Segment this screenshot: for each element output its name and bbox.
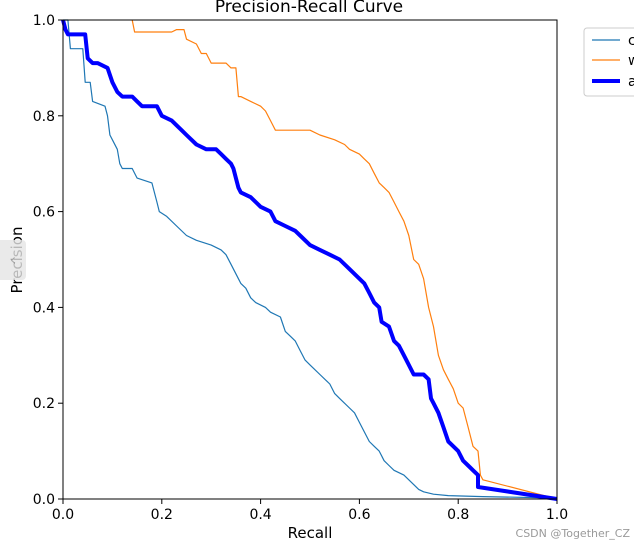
series-line-c: [63, 19, 558, 499]
x-tick-label: 0.0: [52, 507, 74, 523]
plot-frame: [62, 19, 558, 500]
y-axis: 0.0 0.2 0.4 0.6 0.8 1.0: [33, 13, 63, 508]
y-tick-label: 1.0: [33, 13, 55, 29]
y-tick-label: 0.2: [33, 396, 55, 412]
x-axis-label: Recall: [288, 524, 333, 542]
x-tick-label: 0.2: [151, 507, 173, 523]
y-tick-label: 0.4: [33, 300, 55, 316]
watermark: CSDN @Together_CZ: [515, 527, 630, 540]
legend-label-w: w: [628, 53, 634, 69]
y-tick-label: 0.0: [33, 492, 55, 508]
x-tick-label: 0.8: [447, 507, 469, 523]
y-tick-label: 0.8: [33, 109, 55, 125]
x-tick-label: 0.4: [249, 507, 271, 523]
legend-label-c: c: [628, 33, 634, 49]
legend-box: [583, 27, 634, 97]
chart-title: Precision-Recall Curve: [215, 0, 403, 17]
side-collapse-handle[interactable]: ‹: [0, 240, 26, 280]
series-layer: [61, 19, 558, 501]
y-tick-label: 0.6: [33, 205, 55, 221]
x-tick-label: 1.0: [546, 507, 568, 523]
x-axis: 0.0 0.2 0.4 0.6 0.8 1.0: [52, 499, 568, 523]
x-tick-label: 0.6: [348, 507, 370, 523]
legend-label-a: a: [628, 74, 634, 90]
series-line-w: [131, 19, 558, 500]
chevron-left-icon: ‹: [9, 250, 17, 269]
series-line-a: [61, 19, 558, 501]
legend: c w a: [583, 27, 634, 97]
